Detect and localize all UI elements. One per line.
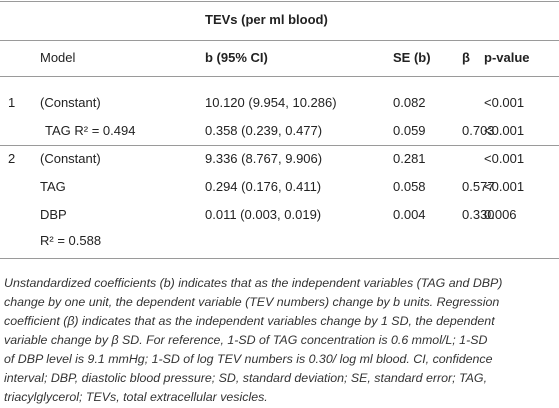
cell: 0.294 (0.176, 0.411) bbox=[205, 179, 322, 194]
column-header: Model bbox=[40, 50, 76, 65]
cell: 0.358 (0.239, 0.477) bbox=[205, 123, 323, 138]
cell: 0.004 bbox=[393, 207, 426, 222]
column-header: SE (b) bbox=[393, 50, 431, 65]
cell: 0.011 (0.003, 0.019) bbox=[205, 207, 322, 222]
cell: 0.058 bbox=[393, 179, 426, 194]
cell: TAG bbox=[40, 179, 66, 194]
cell: (Constant) bbox=[40, 95, 101, 110]
footnote-line: variable change by β SD. For reference, … bbox=[4, 333, 488, 347]
cell: 0.006 bbox=[484, 207, 517, 222]
cell: 0.082 bbox=[393, 95, 426, 110]
cell: 0.577 bbox=[462, 179, 495, 194]
cell: 0.330 bbox=[462, 207, 495, 222]
cell: (Constant) bbox=[40, 151, 101, 166]
cell: TAG R² = 0.494 bbox=[45, 123, 136, 138]
table-title: TEVs (per ml blood) bbox=[205, 12, 328, 27]
column-header: β bbox=[462, 50, 470, 65]
footnote-line: Unstandardized coefficients (b) indicate… bbox=[4, 276, 503, 290]
cell: 10.120 (9.954, 10.286) bbox=[205, 95, 337, 110]
cell: 0.703 bbox=[462, 123, 495, 138]
column-header: p-value bbox=[484, 50, 530, 65]
footnote-line: change by one unit, the dependent variab… bbox=[4, 295, 500, 309]
rule bbox=[0, 76, 559, 77]
footnote-line: triacylglycerol; TEVs, total extracellul… bbox=[4, 390, 268, 404]
cell: DBP bbox=[40, 207, 67, 222]
model-number: 1 bbox=[8, 95, 16, 110]
rule bbox=[0, 258, 559, 259]
footnote-line: coefficient (β) indicates that as the in… bbox=[4, 314, 495, 328]
cell: 0.059 bbox=[393, 123, 426, 138]
cell: 0.281 bbox=[393, 151, 426, 166]
footnote-line: of DBP level is 9.1 mmHg; 1-SD of log TE… bbox=[4, 352, 493, 366]
cell: <0.001 bbox=[484, 179, 525, 194]
cell: <0.001 bbox=[484, 95, 525, 110]
rule bbox=[0, 1, 559, 2]
model-number: 2 bbox=[8, 151, 16, 166]
rule bbox=[0, 40, 559, 41]
footnote-line: interval; DBP, diastolic blood pressure;… bbox=[4, 371, 488, 385]
rule bbox=[0, 145, 559, 146]
cell: R² = 0.588 bbox=[40, 233, 102, 248]
cell: <0.001 bbox=[484, 151, 525, 166]
cell: 9.336 (8.767, 9.906) bbox=[205, 151, 323, 166]
column-header: b (95% CI) bbox=[205, 50, 268, 65]
cell: <0.001 bbox=[484, 123, 525, 138]
